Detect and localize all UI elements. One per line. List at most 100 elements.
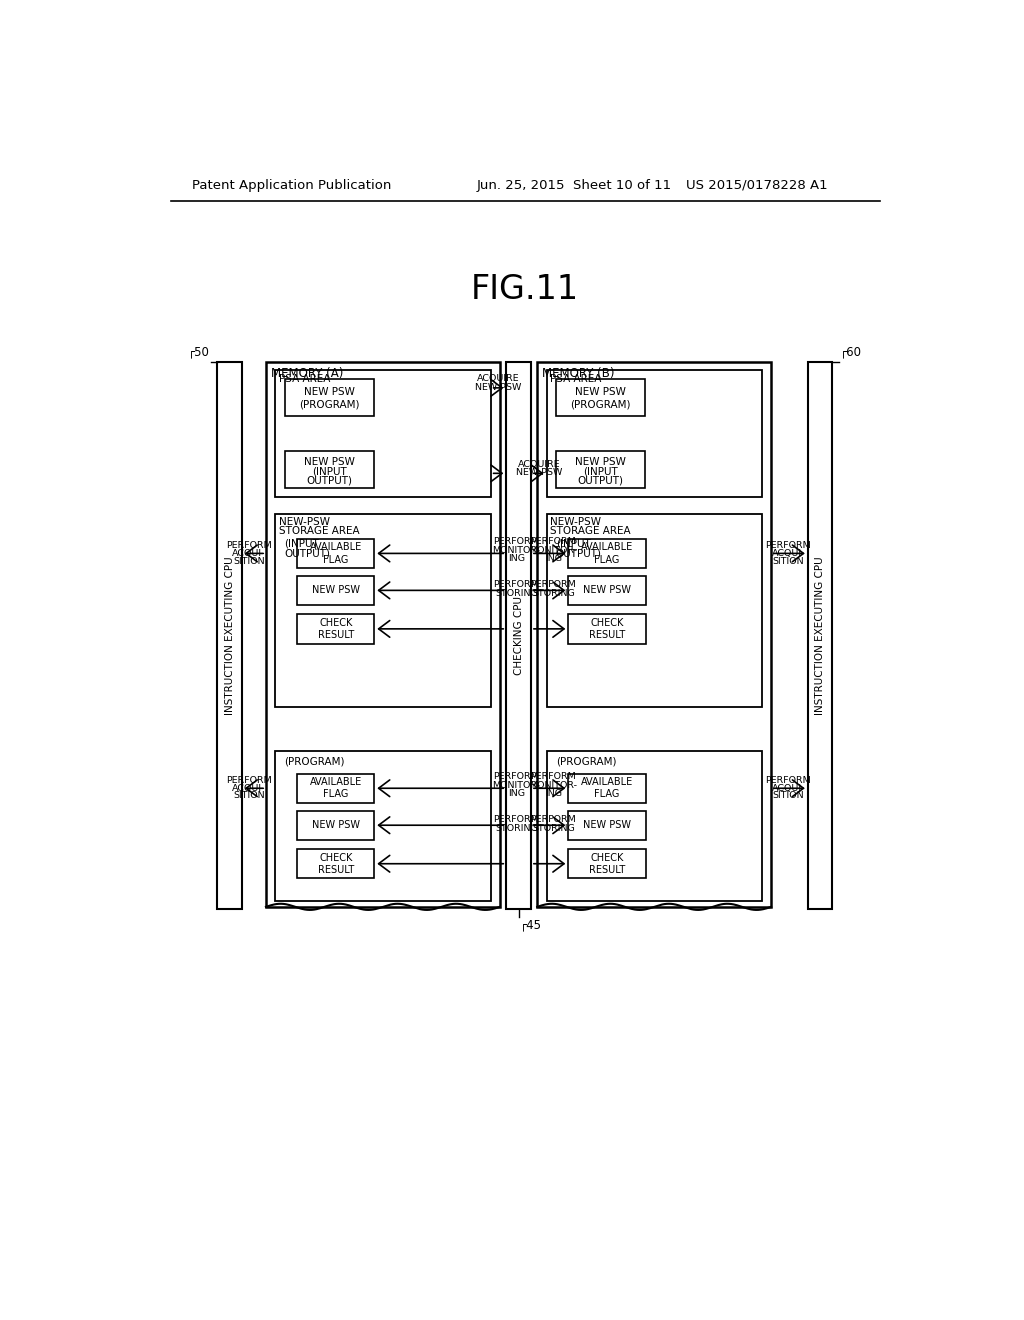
- Text: FIG.11: FIG.11: [471, 273, 579, 306]
- Bar: [556, 451, 645, 488]
- Bar: [568, 576, 646, 605]
- Text: ┌45: ┌45: [520, 919, 542, 932]
- Text: PERFORM: PERFORM: [530, 816, 577, 824]
- Text: NEW-PSW: NEW-PSW: [280, 517, 330, 527]
- Bar: [568, 539, 646, 568]
- Bar: [808, 363, 833, 909]
- Text: STORAGE AREA: STORAGE AREA: [280, 527, 359, 536]
- Text: SITION: SITION: [233, 792, 265, 800]
- Bar: [547, 751, 762, 900]
- Text: CHECKING CPU: CHECKING CPU: [514, 597, 523, 676]
- Text: PSA AREA: PSA AREA: [280, 374, 331, 384]
- Text: CHECK: CHECK: [319, 853, 352, 862]
- Text: (INPUT: (INPUT: [311, 467, 346, 477]
- Text: NEW PSW: NEW PSW: [304, 457, 354, 467]
- Bar: [297, 614, 375, 644]
- Text: NEW PSW: NEW PSW: [574, 457, 626, 467]
- Text: (INPUT: (INPUT: [583, 467, 617, 477]
- Text: SITION: SITION: [772, 792, 804, 800]
- Text: MEMORY (B): MEMORY (B): [542, 367, 614, 380]
- Text: PERFORM: PERFORM: [765, 776, 811, 785]
- Text: Jun. 25, 2015  Sheet 10 of 11: Jun. 25, 2015 Sheet 10 of 11: [477, 178, 672, 191]
- Text: PSA AREA: PSA AREA: [550, 374, 602, 384]
- Text: CHECK: CHECK: [590, 853, 624, 862]
- Text: PERFORM: PERFORM: [494, 772, 540, 781]
- Text: OUTPUT): OUTPUT): [285, 548, 331, 558]
- Bar: [285, 379, 374, 416]
- Bar: [297, 576, 375, 605]
- Text: AVAILABLE: AVAILABLE: [581, 777, 633, 787]
- Text: STORING: STORING: [495, 824, 538, 833]
- Text: (PROGRAM): (PROGRAM): [570, 399, 631, 409]
- Text: NEW PSW: NEW PSW: [574, 387, 626, 397]
- Bar: [297, 849, 375, 878]
- Text: INSTRUCTION EXECUTING CPU: INSTRUCTION EXECUTING CPU: [815, 557, 825, 715]
- Text: ACQUI-: ACQUI-: [771, 784, 805, 793]
- Text: NEW PSW: NEW PSW: [475, 383, 521, 392]
- Text: PERFORM: PERFORM: [494, 581, 540, 590]
- Text: NEW PSW: NEW PSW: [304, 387, 354, 397]
- Text: CHECK: CHECK: [590, 618, 624, 628]
- Text: NEW PSW: NEW PSW: [311, 820, 359, 830]
- Text: NEW PSW: NEW PSW: [515, 469, 562, 477]
- Text: PERFORM: PERFORM: [226, 776, 271, 785]
- Text: (INPUT: (INPUT: [556, 539, 591, 549]
- Text: US 2015/0178228 A1: US 2015/0178228 A1: [686, 178, 827, 191]
- Bar: [556, 379, 645, 416]
- Text: ING: ING: [545, 789, 562, 799]
- Text: NEW PSW: NEW PSW: [311, 585, 359, 595]
- Text: AVAILABLE: AVAILABLE: [309, 777, 361, 787]
- Text: FLAG: FLAG: [594, 789, 620, 800]
- Text: RESULT: RESULT: [317, 865, 354, 875]
- Text: NEW PSW: NEW PSW: [583, 820, 631, 830]
- Text: (PROGRAM): (PROGRAM): [299, 399, 359, 409]
- Bar: [568, 849, 646, 878]
- Text: OUTPUT): OUTPUT): [556, 548, 602, 558]
- Text: MONITOR-: MONITOR-: [493, 546, 541, 554]
- Text: INSTRUCTION EXECUTING CPU: INSTRUCTION EXECUTING CPU: [224, 557, 234, 715]
- Text: AVAILABLE: AVAILABLE: [309, 543, 361, 552]
- Text: NEW PSW: NEW PSW: [583, 585, 631, 595]
- Text: FLAG: FLAG: [594, 554, 620, 565]
- Bar: [285, 451, 374, 488]
- Text: STORING: STORING: [495, 589, 538, 598]
- Bar: [547, 515, 762, 706]
- Text: ACQUI-: ACQUI-: [232, 784, 265, 793]
- Text: (INPUT: (INPUT: [285, 539, 319, 549]
- Bar: [506, 363, 531, 909]
- Bar: [217, 363, 242, 909]
- Bar: [297, 810, 375, 840]
- Text: ┌50: ┌50: [187, 346, 209, 359]
- Bar: [275, 515, 490, 706]
- Text: PERFORM: PERFORM: [765, 541, 811, 550]
- Bar: [568, 810, 646, 840]
- Text: MONITOR-: MONITOR-: [529, 780, 578, 789]
- Text: PERFORM: PERFORM: [494, 537, 540, 546]
- Bar: [266, 363, 500, 907]
- Text: RESULT: RESULT: [589, 865, 625, 875]
- Text: STORING: STORING: [532, 589, 574, 598]
- Text: OUTPUT): OUTPUT): [578, 475, 624, 486]
- Text: SITION: SITION: [772, 557, 804, 565]
- Bar: [275, 370, 490, 498]
- Bar: [297, 774, 375, 803]
- Text: ACQUIRE: ACQUIRE: [517, 459, 560, 469]
- Bar: [547, 370, 762, 498]
- Text: MEMORY (A): MEMORY (A): [270, 367, 343, 380]
- Bar: [297, 539, 375, 568]
- Text: SITION: SITION: [233, 557, 265, 565]
- Text: RESULT: RESULT: [317, 630, 354, 640]
- Text: RESULT: RESULT: [589, 630, 625, 640]
- Text: ING: ING: [508, 789, 524, 799]
- Text: AVAILABLE: AVAILABLE: [581, 543, 633, 552]
- Bar: [538, 363, 771, 907]
- Bar: [275, 751, 490, 900]
- Text: PERFORM: PERFORM: [226, 541, 271, 550]
- Bar: [568, 614, 646, 644]
- Text: ┌60: ┌60: [841, 346, 862, 359]
- Text: STORING: STORING: [532, 824, 574, 833]
- Text: (PROGRAM): (PROGRAM): [556, 756, 616, 767]
- Text: PERFORM: PERFORM: [530, 772, 577, 781]
- Text: ING: ING: [545, 554, 562, 564]
- Text: Patent Application Publication: Patent Application Publication: [191, 178, 391, 191]
